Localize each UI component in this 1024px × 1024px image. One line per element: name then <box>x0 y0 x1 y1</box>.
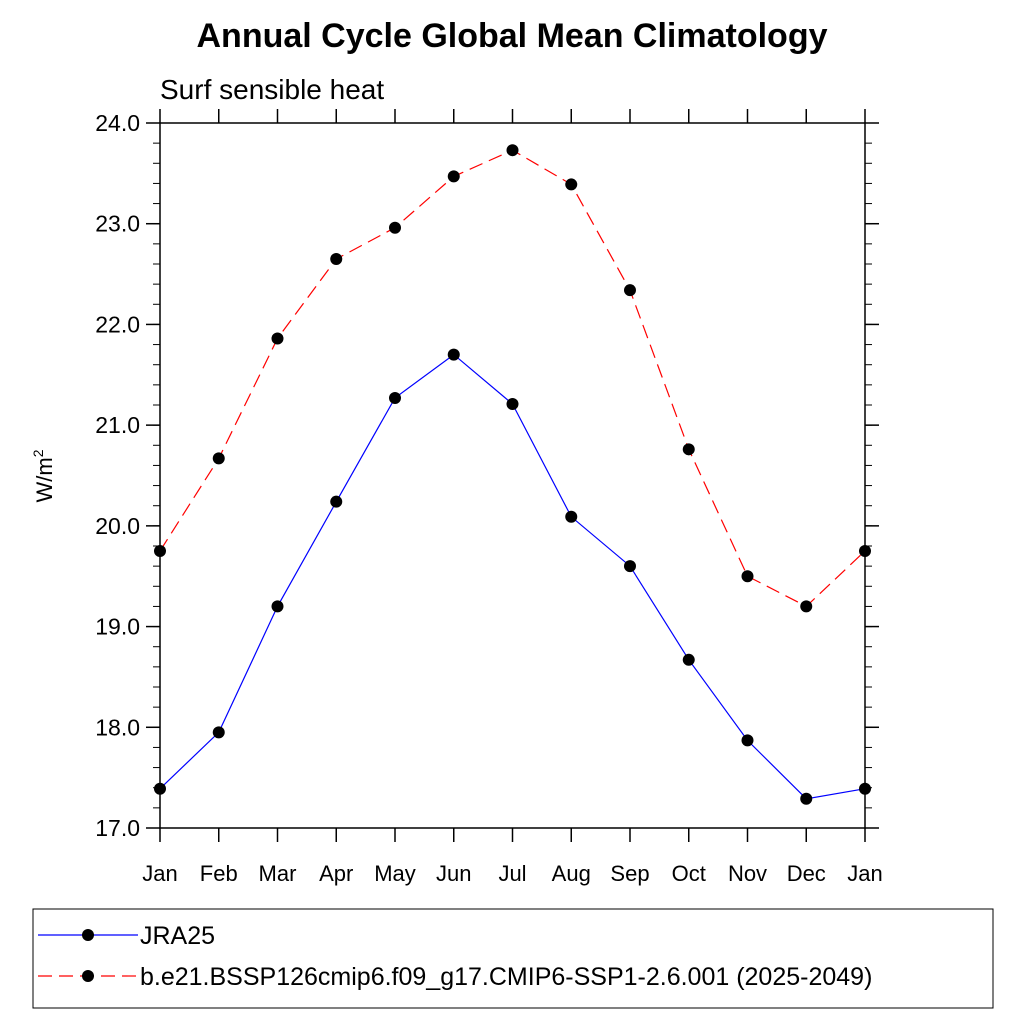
series-2-point <box>447 170 460 183</box>
series-line-2 <box>159 149 866 608</box>
x-tick-label: Mar <box>259 861 297 886</box>
x-tick-label: Jan <box>142 861 177 886</box>
x-tick-label: Jun <box>436 861 471 886</box>
series-1-point <box>565 510 578 523</box>
series-1-point <box>682 653 695 666</box>
x-tick-label: Jan <box>847 861 882 886</box>
x-tick-labels: Jan Feb Mar Apr May Jun Jul Aug Sep Oct Nov Dec Jan <box>142 861 882 886</box>
x-tick-label: Apr <box>319 861 353 886</box>
x-tick-label: Aug <box>552 861 591 886</box>
legend-marker-2 <box>82 970 94 982</box>
y-tick-label: 23.0 <box>95 211 140 237</box>
series-2-point <box>741 570 754 583</box>
series-1-point <box>212 726 225 739</box>
series-2-point <box>565 178 578 191</box>
legend-marker-1 <box>82 929 94 941</box>
x-tick-label: Feb <box>200 861 238 886</box>
x-tick-label: Jul <box>498 861 526 886</box>
y-tick-labels: 17.0 18.0 19.0 20.0 21.0 22.0 23.0 24.0 <box>95 110 140 841</box>
series-1-point <box>447 348 460 361</box>
series-2-point <box>389 221 401 234</box>
series-1-point <box>741 734 754 747</box>
series-1-point <box>271 600 284 613</box>
legend-frame <box>32 908 994 1009</box>
y-minor-ticks <box>153 122 872 829</box>
series-1-point <box>624 560 636 573</box>
y-tick-label: 21.0 <box>95 412 140 438</box>
x-tick-label: Dec <box>787 861 826 886</box>
legend: JRA25 b.e21.BSSP126cmip6.f09_g17.CMIP6-SS… <box>32 908 994 1009</box>
y-tick-label: 17.0 <box>95 815 140 841</box>
x-tick-label: Oct <box>672 861 706 886</box>
series-1-point <box>389 391 401 404</box>
series-1-point <box>506 397 519 410</box>
legend-label-2: b.e21.BSSP126cmip6.f09_g17.CMIP6-SSP1-2.… <box>140 963 872 991</box>
x-tick-label: Nov <box>728 861 767 886</box>
y-tick-label: 19.0 <box>95 614 140 640</box>
series-2-point <box>212 452 225 465</box>
series-2-point <box>271 332 284 345</box>
y-axis-label-exponent: 2 <box>30 449 46 457</box>
legend-label-1: JRA25 <box>140 922 215 950</box>
axis-ticks <box>146 109 879 842</box>
chart-subtitle: Surf sensible heat <box>160 74 384 105</box>
x-tick-label: Sep <box>610 861 649 886</box>
series-lines <box>159 149 866 800</box>
series-2-point <box>800 600 813 613</box>
series-2-point <box>506 144 519 157</box>
x-tick-label: May <box>374 861 416 886</box>
series-2-point <box>624 284 636 297</box>
series-1-point <box>330 495 343 508</box>
y-tick-label: 18.0 <box>95 714 140 740</box>
y-tick-label: 20.0 <box>95 513 140 539</box>
plot-frame <box>159 122 866 829</box>
y-tick-label: 24.0 <box>95 110 140 136</box>
y-tick-label: 22.0 <box>95 311 140 337</box>
series-2-point <box>682 443 695 456</box>
y-axis-label-unit: W/m <box>32 457 57 502</box>
y-axis-label: W/m2 <box>30 449 57 502</box>
series-line-1 <box>159 353 866 800</box>
series-markers <box>154 144 871 805</box>
series-1-point <box>800 792 813 805</box>
chart-title: Annual Cycle Global Mean Climatology <box>197 17 828 55</box>
series-2-point <box>330 252 343 265</box>
